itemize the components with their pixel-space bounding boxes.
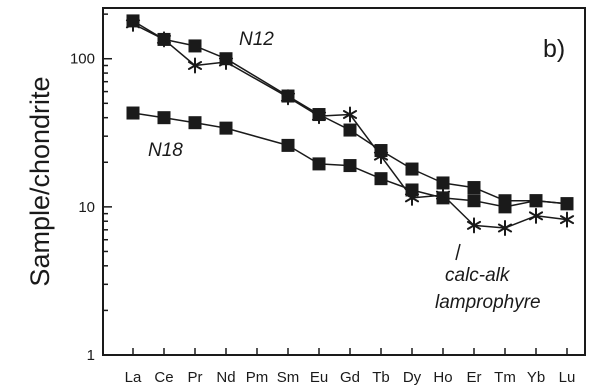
data-point — [405, 162, 419, 176]
series-calc-alk-lamprophyre — [125, 15, 575, 236]
x-tick-label-gd: Gd — [340, 369, 360, 386]
x-tick-label-yb: Yb — [527, 369, 545, 386]
annotation-calc-alk: calc-alk — [445, 265, 511, 286]
data-point — [498, 200, 512, 214]
data-point — [188, 39, 202, 53]
x-tick-label-er: Er — [467, 369, 482, 386]
plot-area: 1 10 100 La Ce Pr Nd Pm Sm Eu Gd Tb Dy Ho Er Tm Yb Lu N1… — [70, 7, 586, 386]
data-point — [218, 54, 234, 71]
data-point — [467, 194, 481, 208]
data-point — [157, 111, 171, 125]
annotation-n18: N18 — [148, 140, 183, 161]
x-tick-label-lu: Lu — [559, 369, 576, 386]
data-point — [188, 116, 202, 130]
x-tick-label-pm: Pm — [246, 369, 269, 386]
data-point — [559, 211, 575, 228]
panel-label: b) — [543, 35, 565, 63]
data-point — [373, 148, 389, 165]
data-point — [126, 106, 140, 120]
lamprophyre-pointer-line — [455, 243, 461, 261]
x-tick-label-eu: Eu — [310, 369, 328, 386]
plot-frame — [102, 7, 586, 356]
annotation-layer: N12 N18 calc-alk lamprophyre — [148, 29, 541, 313]
data-point — [280, 89, 296, 106]
data-point — [467, 181, 481, 195]
data-point — [435, 187, 451, 204]
data-point — [404, 189, 420, 206]
x-tick-label-ce: Ce — [154, 369, 173, 386]
data-point — [187, 57, 203, 74]
data-point — [528, 207, 544, 224]
y-tick-label: 100 — [70, 51, 95, 68]
annotation-lamprophyre: lamprophyre — [435, 292, 541, 313]
data-point — [436, 176, 450, 190]
y-tick-label: 10 — [78, 199, 95, 216]
x-tick-label-tm: Tm — [494, 369, 516, 386]
series-n18 — [126, 106, 574, 214]
data-point — [281, 138, 295, 152]
x-tick-label-la: La — [125, 369, 142, 386]
y-axis-ticks: 1 10 100 — [70, 13, 112, 364]
x-tick-label-sm: Sm — [277, 369, 300, 386]
data-point — [343, 159, 357, 173]
data-point — [311, 108, 327, 125]
data-point — [529, 194, 543, 208]
data-point — [125, 15, 141, 32]
data-point — [312, 157, 326, 171]
y-axis-label: Sample/chondrite — [25, 76, 55, 286]
y-tick-label: 1 — [87, 347, 95, 364]
data-point — [219, 121, 233, 135]
x-tick-label-pr: Pr — [188, 369, 203, 386]
data-point — [466, 217, 482, 234]
data-point — [374, 172, 388, 186]
x-tick-label-nd: Nd — [216, 369, 235, 386]
series-line-calc-alk-lamprophyre — [132, 23, 568, 229]
data-point — [560, 197, 574, 211]
x-tick-label-tb: Tb — [372, 369, 390, 386]
x-tick-label-ho: Ho — [433, 369, 452, 386]
data-point — [156, 31, 172, 48]
data-point — [343, 123, 357, 137]
x-axis-ticks: La Ce Pr Nd Pm Sm Eu Gd Tb Dy Ho Er Tm Yb Lu — [125, 348, 576, 386]
data-point — [497, 219, 513, 236]
data-point — [342, 106, 358, 123]
annotation-n12: N12 — [239, 29, 274, 50]
x-tick-label-dy: Dy — [403, 369, 422, 386]
series-layer — [125, 14, 575, 236]
